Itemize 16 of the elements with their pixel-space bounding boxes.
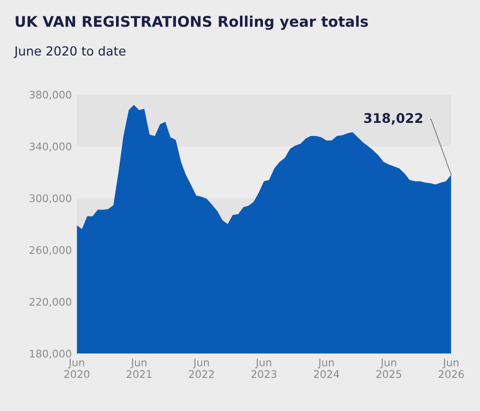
x-tick-label: Jun 2022 bbox=[189, 358, 214, 378]
chart-title: UK VAN REGISTRATIONS Rolling year totals bbox=[16, 16, 368, 30]
y-tick-label: 340,000 bbox=[30, 142, 72, 152]
x-tick-label: Jun 2026 bbox=[438, 358, 464, 378]
y-tick-label: 380,000 bbox=[30, 90, 72, 100]
x-tick-label: Jun 2021 bbox=[126, 358, 152, 378]
y-tick-label: 260,000 bbox=[30, 246, 72, 256]
y-tick-label: 180,000 bbox=[30, 350, 72, 359]
x-tick-label: Jun 2020 bbox=[64, 358, 90, 378]
x-tick-label: Jun 2025 bbox=[376, 358, 402, 378]
x-tick-label: Jun 2023 bbox=[251, 358, 276, 378]
y-tick-label: 220,000 bbox=[30, 298, 72, 307]
chart-subtitle: June 2020 to date bbox=[14, 46, 126, 58]
y-tick-label: 300,000 bbox=[30, 194, 72, 204]
annotation: 318,022 bbox=[364, 113, 422, 125]
x-tick-label: Jun 2024 bbox=[314, 358, 340, 378]
